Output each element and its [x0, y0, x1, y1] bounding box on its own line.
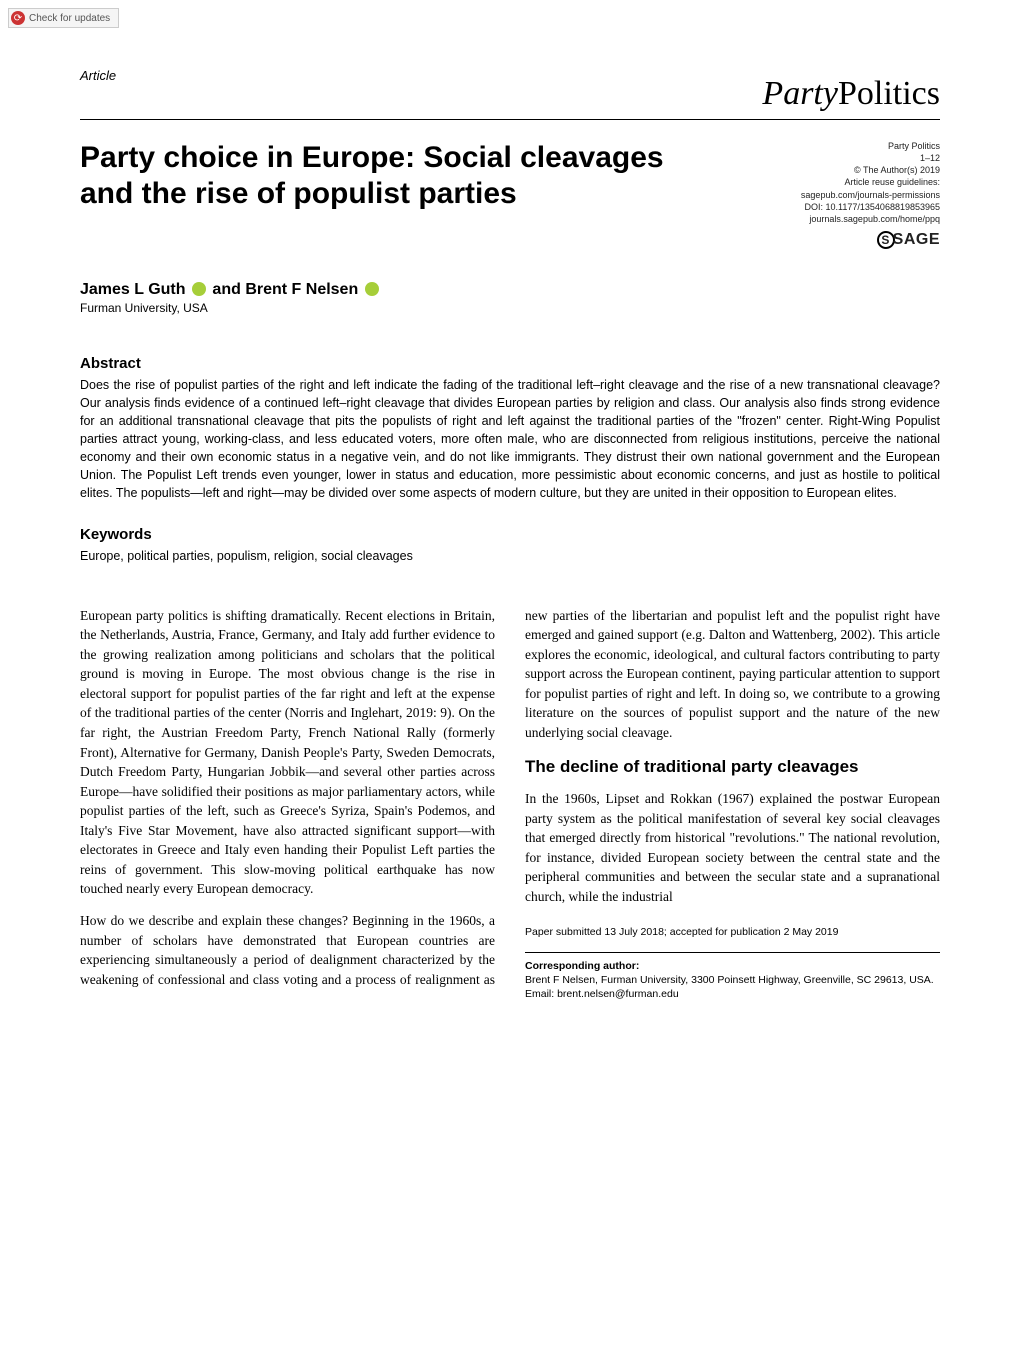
author-1: James L Guth	[80, 281, 186, 298]
authors-connector: and	[212, 281, 245, 298]
authors-line: James L Guth and Brent F Nelsen	[80, 281, 940, 299]
publisher-logo: SSAGE	[740, 229, 940, 251]
body-paragraph: In the 1960s, Lipset and Rokkan (1967) e…	[525, 789, 940, 906]
corresponding-text: Brent F Nelsen, Furman University, 3300 …	[525, 973, 940, 987]
abstract-text: Does the rise of populist parties of the…	[80, 376, 940, 503]
title-meta-row: Party choice in Europe: Social cleavages…	[80, 140, 940, 251]
article-title: Party choice in Europe: Social cleavages…	[80, 140, 700, 212]
corresponding-email-link[interactable]: brent.nelsen@furman.edu	[557, 988, 679, 1000]
abstract-block: Abstract Does the rise of populist parti…	[80, 355, 940, 503]
body-paragraph: European party politics is shifting dram…	[80, 606, 495, 899]
page-content: Article PartyPolitics Party choice in Eu…	[0, 28, 1020, 1061]
keywords-block: Keywords Europe, political parties, popu…	[80, 526, 940, 565]
header-rule	[80, 119, 940, 120]
corresponding-email-label: Email:	[525, 988, 557, 1000]
meta-copyright: © The Author(s) 2019	[740, 164, 940, 176]
check-updates-icon: ⟳	[11, 11, 25, 25]
meta-pages: 1–12	[740, 152, 940, 164]
keywords-heading: Keywords	[80, 526, 940, 543]
meta-reuse-link[interactable]: sagepub.com/journals-permissions	[801, 190, 940, 200]
journal-brand-italic: Party	[762, 75, 838, 112]
journal-brand: PartyPolitics	[80, 75, 940, 113]
orcid-icon[interactable]	[192, 282, 206, 296]
author-2: Brent F Nelsen	[245, 281, 358, 298]
meta-journal-home-link[interactable]: journals.sagepub.com/home/ppq	[809, 214, 940, 224]
orcid-icon[interactable]	[365, 282, 379, 296]
corresponding-author-box: Corresponding author: Brent F Nelsen, Fu…	[525, 952, 940, 1002]
abstract-heading: Abstract	[80, 355, 940, 372]
body-text: European party politics is shifting dram…	[80, 606, 940, 1002]
meta-reuse-label: Article reuse guidelines:	[740, 176, 940, 188]
affiliation: Furman University, USA	[80, 301, 940, 315]
meta-journal: Party Politics	[740, 140, 940, 152]
section-heading: The decline of traditional party cleavag…	[525, 755, 940, 780]
check-for-updates-badge[interactable]: ⟳ Check for updates	[8, 8, 119, 28]
article-meta: Party Politics 1–12 © The Author(s) 2019…	[740, 140, 940, 251]
check-updates-label: Check for updates	[29, 13, 110, 24]
keywords-text: Europe, political parties, populism, rel…	[80, 547, 940, 565]
journal-brand-regular: Politics	[838, 75, 940, 112]
meta-doi: DOI: 10.1177/1354068819853965	[740, 201, 940, 213]
corresponding-label: Corresponding author:	[525, 959, 940, 973]
publisher-name: SAGE	[893, 231, 940, 248]
submission-note: Paper submitted 13 July 2018; accepted f…	[525, 925, 940, 940]
